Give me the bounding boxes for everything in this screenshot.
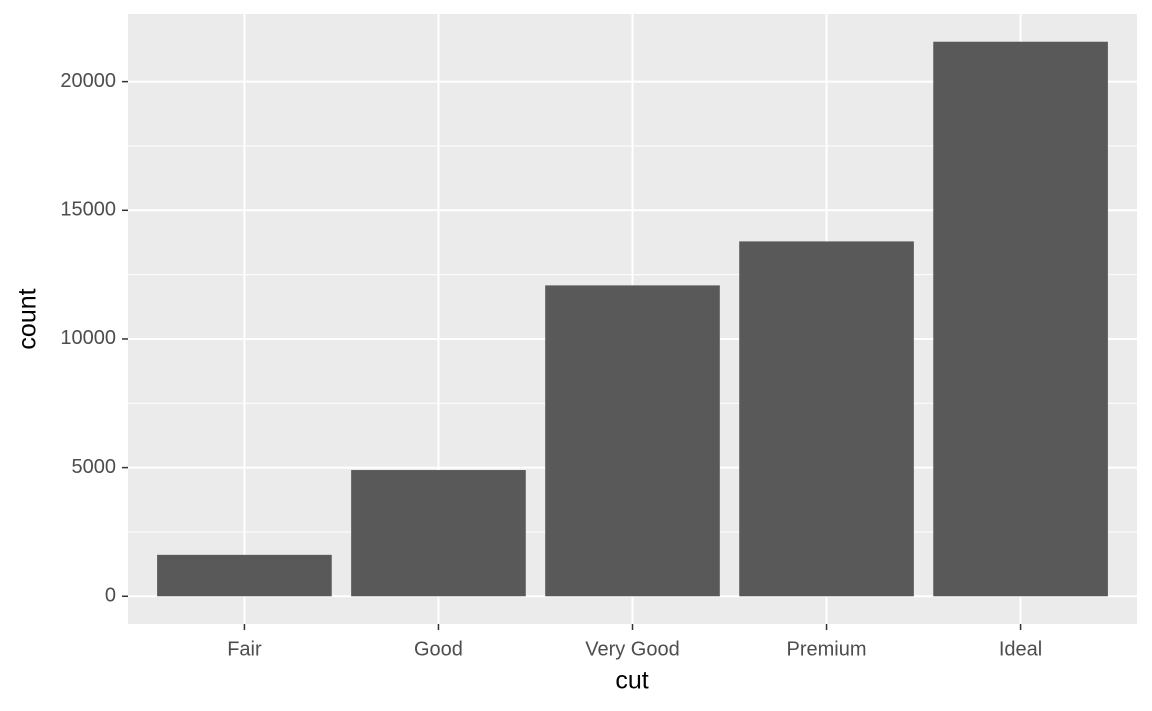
- x-tick-label: Ideal: [999, 638, 1042, 660]
- y-tick-label: 15000: [60, 199, 116, 221]
- y-tick-label: 0: [105, 585, 116, 607]
- y-axis-title: count: [14, 288, 42, 349]
- bar: [157, 554, 332, 597]
- bar: [933, 41, 1108, 597]
- bar: [739, 241, 914, 597]
- x-tick-label: Good: [414, 638, 463, 660]
- marks: [157, 41, 1108, 597]
- y-tick-label: 20000: [60, 70, 116, 92]
- bar: [351, 470, 526, 597]
- x-tick-label: Fair: [227, 638, 262, 660]
- y-tick-label: 10000: [60, 327, 116, 349]
- bar: [545, 285, 720, 597]
- y-tick-label: 5000: [72, 456, 117, 478]
- x-tick-label: Very Good: [585, 638, 680, 660]
- x-tick-label: Premium: [787, 638, 867, 660]
- x-axis-title: cut: [615, 667, 648, 695]
